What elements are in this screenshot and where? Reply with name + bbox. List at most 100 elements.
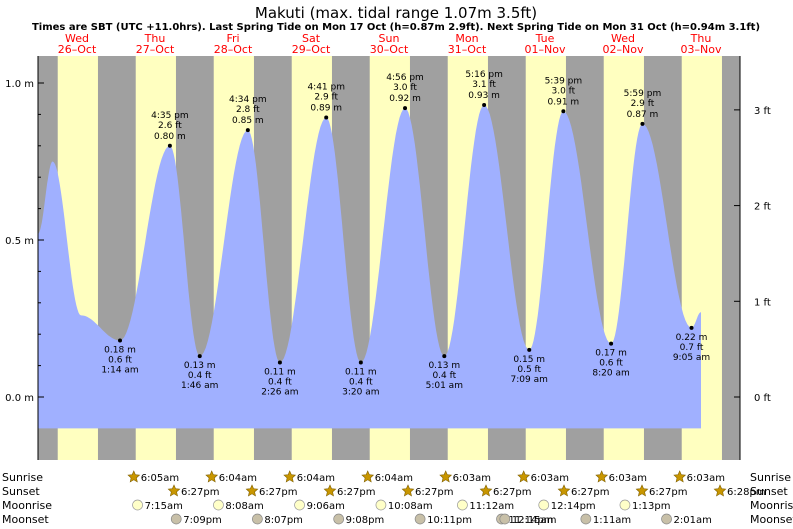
sun-icon	[439, 470, 453, 483]
tide-point	[277, 360, 282, 365]
right-tick-label: 1 ft	[754, 297, 771, 308]
moonrise-label-right: Moonrise	[750, 499, 793, 512]
sunset-time: 6:27pm	[571, 487, 610, 498]
day-date: 26–Oct	[58, 43, 97, 56]
left-tick-label: 1.0 m	[5, 79, 34, 90]
high-tide-time: 4:34 pm	[229, 95, 267, 105]
high-tide-ft: 2.9 ft	[631, 99, 655, 109]
moonset-time: 8:07pm	[264, 515, 303, 525]
moonset-icon	[499, 513, 511, 525]
sun-icon	[479, 484, 493, 497]
moonset-time: 12:15am	[512, 515, 557, 525]
moonset-time: 11:14pm	[509, 515, 554, 525]
high-tide-ft: 3.0 ft	[393, 83, 417, 93]
tide-curve	[38, 105, 701, 429]
sun-icon	[167, 484, 181, 497]
tide-point	[527, 347, 532, 352]
sunrise-time: 6:03am	[531, 473, 569, 484]
day-name: Wed	[65, 32, 89, 45]
chart-subtitle: Times are SBT (UTC +11.0hrs). Last Sprin…	[32, 22, 760, 33]
high-tide-time: 5:59 pm	[624, 89, 662, 99]
sunset-label-right: Sunset	[750, 485, 788, 498]
sun-icon	[205, 470, 219, 483]
moonset-icon	[661, 513, 672, 525]
left-tick-label: 0.5 m	[5, 236, 34, 247]
low-tide-time: 3:20 am	[342, 387, 379, 397]
low-tide-m: 0.15 m	[513, 355, 545, 365]
moonset-time: 2:01am	[674, 515, 712, 525]
high-tide-m: 0.93 m	[468, 91, 500, 101]
moonrise-time: 10:08am	[388, 501, 433, 512]
low-tide-time: 9:05 am	[673, 353, 710, 363]
sunrise-time: 6:03am	[453, 473, 491, 484]
moonrise-icon	[132, 499, 143, 511]
low-tide-ft: 0.4 ft	[432, 371, 456, 381]
sunrise-label-left: Sunrise	[2, 471, 43, 484]
day-date: 03–Nov	[681, 43, 722, 56]
low-tide-m: 0.11 m	[345, 367, 377, 377]
moonrise-time: 11:12am	[469, 501, 514, 512]
low-tide-ft: 0.4 ft	[188, 371, 212, 381]
tide-point	[118, 338, 123, 343]
moonrise-icon	[375, 499, 387, 511]
tide-point	[482, 102, 487, 107]
sunrise-time: 6:04am	[297, 473, 335, 484]
moonrise-time: 1:13pm	[632, 501, 671, 512]
sunrise-time: 6:04am	[219, 473, 257, 484]
moonset-icon	[170, 513, 182, 525]
day-date: 27–Oct	[136, 43, 175, 56]
high-tide-time: 5:39 pm	[545, 76, 583, 86]
tide-point	[358, 360, 363, 365]
tide-point	[167, 143, 172, 148]
sun-icon	[323, 484, 337, 497]
sunset-time: 6:27pm	[415, 487, 454, 498]
left-tick-label: 0.0 m	[5, 393, 34, 404]
tide-point	[403, 106, 408, 111]
sun-icon	[713, 484, 727, 497]
low-tide-m: 0.22 m	[676, 333, 708, 343]
low-tide-ft: 0.4 ft	[349, 377, 373, 387]
sunrise-time: 6:03am	[687, 473, 725, 484]
moonset-time: 1:11am	[593, 515, 631, 525]
day-date: 31–Oct	[448, 43, 487, 56]
low-tide-ft: 0.4 ft	[268, 377, 292, 387]
day-date: 01–Nov	[525, 43, 566, 56]
sun-icon	[557, 484, 571, 497]
sunset-label-left: Sunset	[2, 485, 40, 498]
sunset-time: 6:27pm	[259, 487, 298, 498]
day-name: Tue	[535, 32, 555, 45]
sunset-time: 6:27pm	[181, 487, 220, 498]
day-date: 30–Oct	[370, 43, 409, 56]
high-tide-m: 0.85 m	[232, 116, 264, 126]
high-tide-ft: 2.6 ft	[158, 121, 182, 131]
low-tide-ft: 0.6 ft	[108, 355, 132, 365]
moonset-icon	[333, 513, 345, 525]
high-tide-ft: 2.8 ft	[236, 105, 260, 115]
moonset-icon	[414, 513, 426, 525]
right-tick-label: 3 ft	[754, 106, 771, 117]
sunrise-time: 6:03am	[609, 473, 647, 484]
day-date: 02–Nov	[603, 43, 644, 56]
tide-point	[245, 128, 250, 133]
low-tide-m: 0.13 m	[428, 361, 460, 371]
moonset-time: 7:09pm	[183, 515, 222, 525]
moonrise-icon	[457, 499, 468, 511]
low-tide-m: 0.18 m	[104, 345, 136, 355]
moonrise-label-left: Moonrise	[2, 499, 52, 512]
low-tide-m: 0.17 m	[595, 349, 627, 359]
right-tick-label: 2 ft	[754, 202, 771, 213]
tide-point	[197, 354, 202, 359]
low-tide-time: 5:01 am	[426, 381, 463, 391]
moonrise-time: 7:15am	[145, 501, 183, 512]
high-tide-ft: 2.9 ft	[314, 93, 338, 103]
moonrise-time: 9:06am	[307, 501, 345, 512]
high-tide-time: 4:35 pm	[151, 111, 189, 121]
sunrise-time: 6:04am	[375, 473, 413, 484]
moonset-icon	[580, 513, 592, 525]
day-date: 28–Oct	[214, 43, 253, 56]
high-tide-time: 5:16 pm	[465, 70, 503, 80]
sun-icon	[635, 484, 649, 497]
moonrise-icon	[294, 499, 305, 511]
high-tide-m: 0.92 m	[389, 94, 421, 104]
